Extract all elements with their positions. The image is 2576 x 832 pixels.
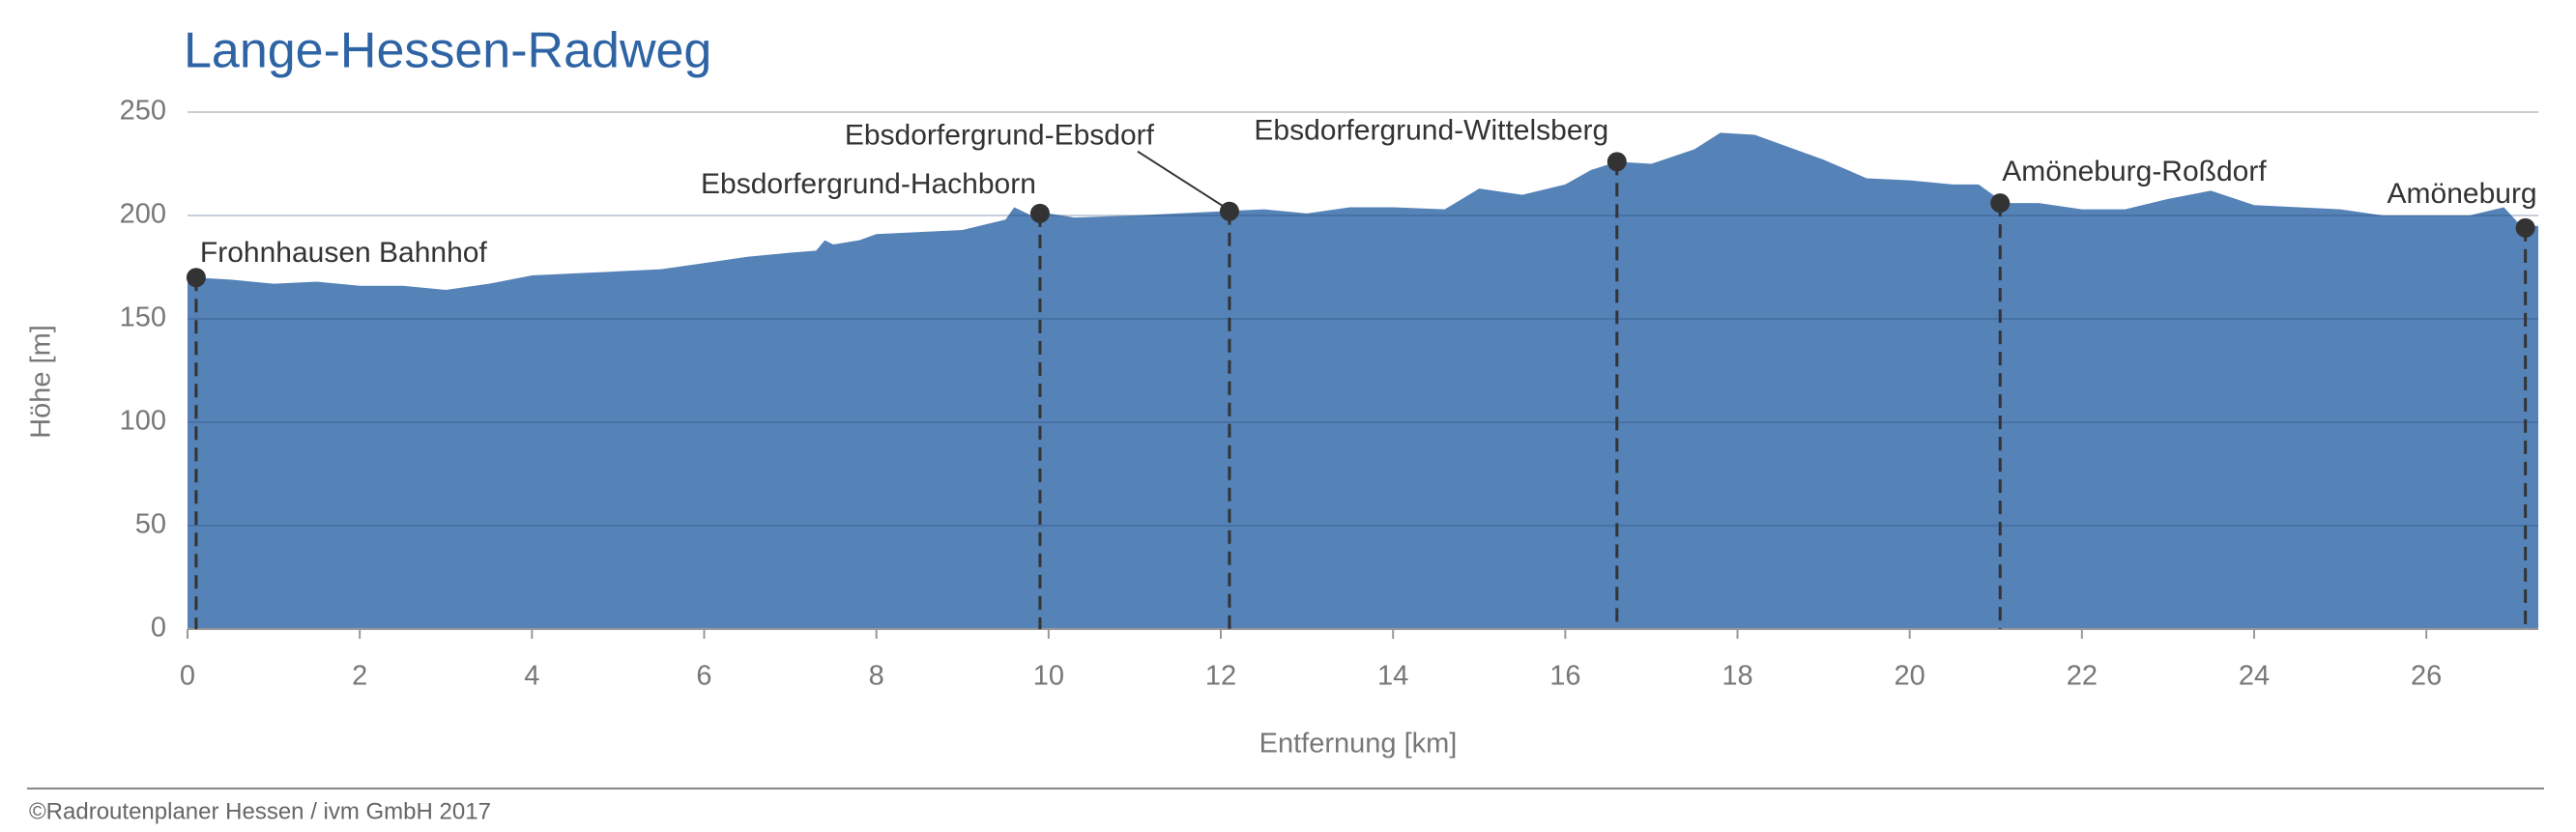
marker [1029,203,1050,223]
footer: ©Radroutenplaner Hessen / ivm GmbH 2017 [29,798,491,824]
x-tick-label: 18 [1722,661,1752,692]
marker-label: Ebsdorfergrund-Hachborn [701,168,1036,200]
x-tick-label: 14 [1377,661,1408,692]
y-axis-label: Höhe [m] [26,325,57,439]
y-tick-label: 150 [120,302,166,333]
chart-title: Lange-Hessen-Radweg [184,23,711,79]
x-tick-label: 0 [180,661,195,692]
x-tick-label: 2 [352,661,367,692]
x-tick-label: 26 [2411,661,2442,692]
x-tick-label: 10 [1033,661,1064,692]
leader-line [1137,150,1225,208]
marker-label: Amöneburg [2388,178,2537,210]
marker [1990,193,2011,214]
marker [186,268,206,288]
x-tick-label: 20 [1895,661,1925,692]
y-tick-label: 50 [135,509,166,540]
marker [2515,217,2535,238]
x-tick-label: 6 [696,661,711,692]
x-tick-label: 12 [1205,661,1236,692]
marker [1606,152,1627,172]
marker-label: Amöneburg-Roßdorf [2002,156,2267,187]
y-tick-label: 250 [120,96,166,127]
x-tick-label: 16 [1549,661,1580,692]
marker-label: Ebsdorfergrund-Wittelsberg [1254,114,1608,146]
y-tick-label: 200 [120,199,166,230]
y-tick-label: 0 [151,613,166,644]
x-tick-label: 8 [869,661,884,692]
marker [1219,201,1239,221]
y-tick-label: 100 [120,406,166,437]
x-axis-label: Entfernung [km] [1259,729,1458,760]
elevation-area [188,132,2538,629]
marker-label: Ebsdorfergrund-Ebsdorf [845,120,1155,152]
x-tick-label: 4 [524,661,539,692]
x-tick-label: 24 [2239,661,2270,692]
marker-label: Frohnhausen Bahnhof [200,237,488,269]
x-tick-label: 22 [2067,661,2098,692]
